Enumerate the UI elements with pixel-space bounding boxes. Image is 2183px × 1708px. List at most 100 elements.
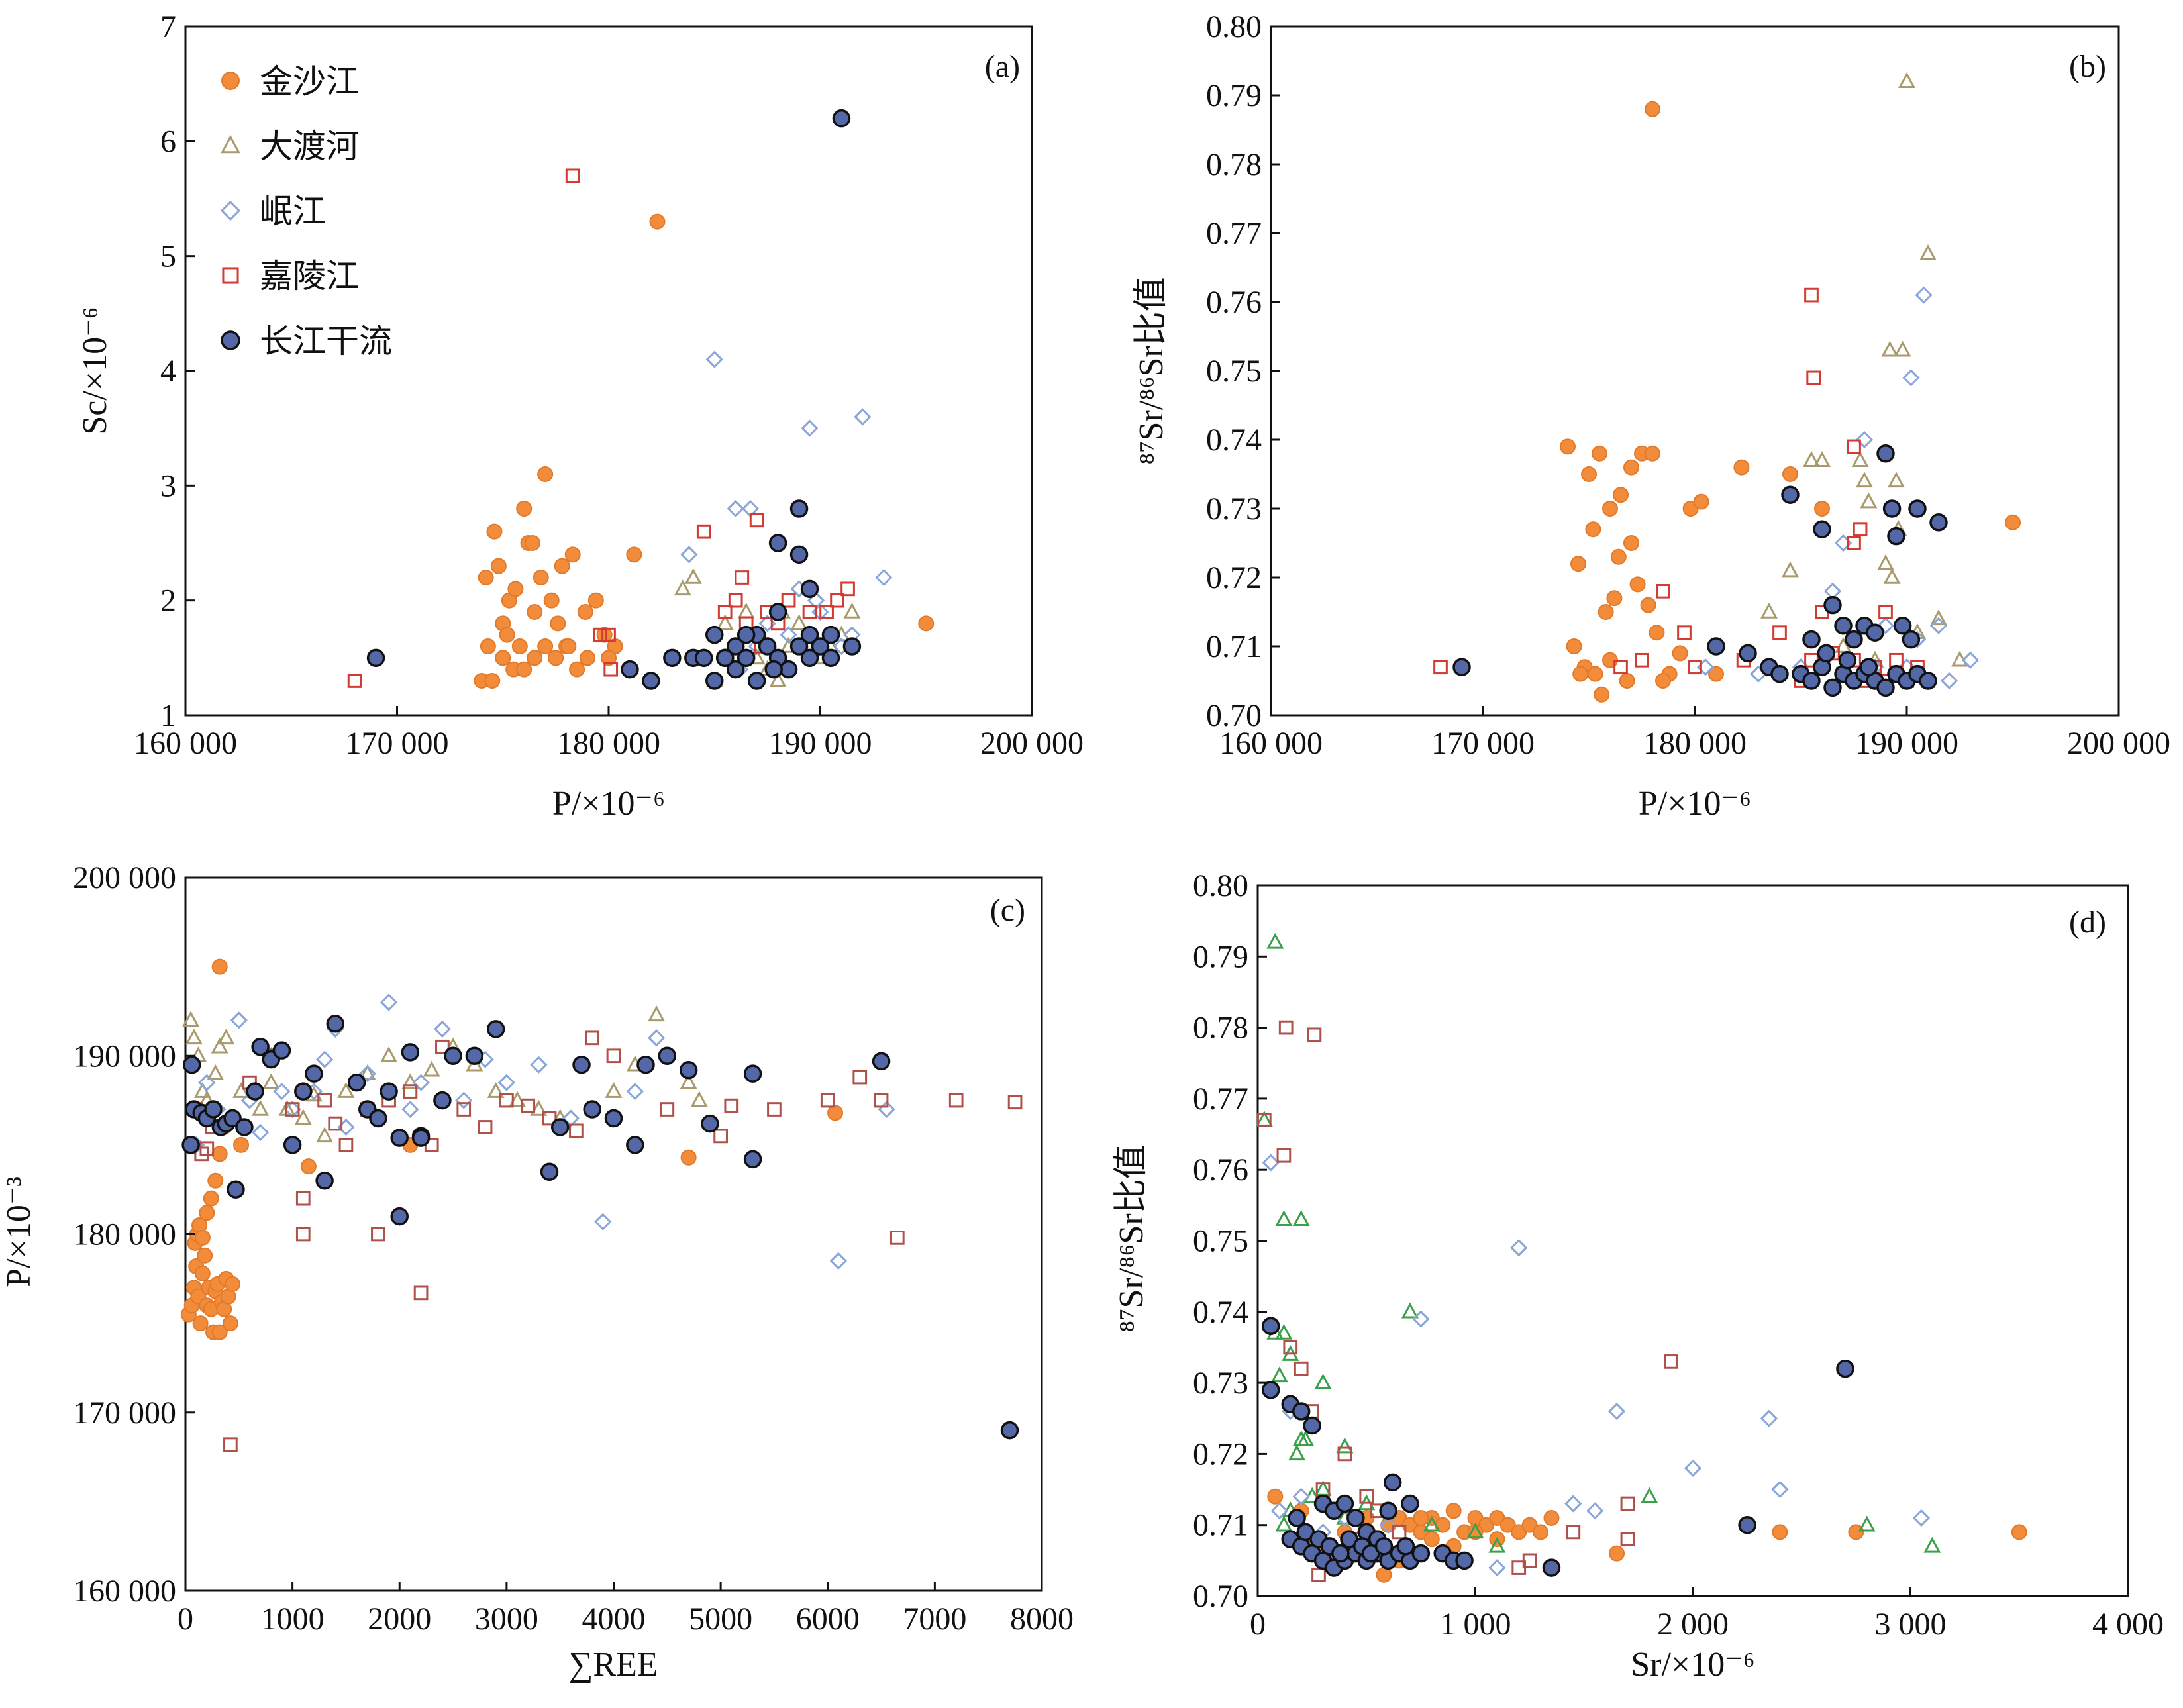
legend-marker xyxy=(222,267,239,284)
data-point xyxy=(530,1099,548,1116)
data-point xyxy=(1511,1560,1527,1575)
data-point xyxy=(1445,1503,1462,1519)
data-point xyxy=(1635,652,1649,668)
data-point xyxy=(1499,1517,1516,1533)
data-point xyxy=(1894,340,1911,357)
data-point xyxy=(185,1029,203,1045)
panel-b: (b) 160 000 170 000 180 000 190 000 200 000 0… xyxy=(1133,9,2170,823)
data-point xyxy=(601,627,616,642)
data-point xyxy=(272,1041,291,1060)
data-point xyxy=(295,1227,311,1242)
data-point xyxy=(802,605,817,619)
data-point xyxy=(1566,638,1582,654)
data-point xyxy=(2005,514,2021,530)
data-point xyxy=(780,626,797,644)
data-point xyxy=(642,672,660,690)
data-point xyxy=(1823,595,1842,615)
data-point xyxy=(749,513,764,528)
data-point xyxy=(1806,370,1821,385)
data-point xyxy=(1411,1544,1431,1563)
data-point xyxy=(872,1052,891,1071)
data-point xyxy=(1423,1515,1441,1532)
data-point xyxy=(854,408,872,426)
data-point xyxy=(1693,493,1709,510)
legend-label: 嘉陵江 xyxy=(260,258,359,295)
x-tick-label: 200 000 xyxy=(980,726,1084,761)
data-point xyxy=(455,1091,473,1109)
data-point xyxy=(769,671,787,687)
x-tick-label: 5000 xyxy=(689,1601,752,1636)
data-point xyxy=(1834,617,1853,635)
data-point xyxy=(444,1046,462,1065)
data-point xyxy=(540,1162,559,1181)
data-point xyxy=(1331,1544,1350,1563)
data-point xyxy=(537,638,554,654)
x-tick-label: 3000 xyxy=(475,1601,538,1636)
data-point xyxy=(680,1149,697,1166)
data-point xyxy=(490,558,507,574)
data-point xyxy=(724,1098,739,1113)
data-point xyxy=(1923,1536,1941,1553)
data-point xyxy=(524,535,540,551)
data-point xyxy=(1379,1501,1397,1520)
data-point xyxy=(821,648,840,668)
panel-a: (a) 160 000 170 000 180 000 190 000 200 0001… xyxy=(76,9,1084,823)
y-tick-label: 190 000 xyxy=(73,1038,176,1074)
data-point xyxy=(743,1150,762,1169)
data-point xyxy=(516,501,533,517)
data-point xyxy=(207,1064,225,1080)
data-point xyxy=(1570,556,1586,572)
y-tick-label: 4 xyxy=(160,354,176,389)
y-tick-label: 5 xyxy=(160,239,176,274)
data-point xyxy=(433,1020,452,1038)
data-point xyxy=(1275,1515,1293,1532)
data-point xyxy=(1851,451,1869,467)
x-tick-label: 3 000 xyxy=(1875,1607,1947,1642)
x-tick-label: 2000 xyxy=(368,1601,431,1636)
data-point xyxy=(1781,485,1800,504)
data-point xyxy=(821,625,840,644)
data-point xyxy=(316,1127,334,1143)
y-tick-label: 0.72 xyxy=(1206,560,1262,595)
data-point xyxy=(2011,1524,2027,1540)
data-point xyxy=(338,1138,354,1152)
panel-c-ylabel: P/×10⁻³ xyxy=(0,1176,38,1287)
data-point xyxy=(230,1011,248,1029)
data-point xyxy=(1602,501,1618,517)
y-tick-label: 7 xyxy=(160,9,176,44)
data-point xyxy=(223,1437,238,1452)
data-point xyxy=(1664,1354,1679,1369)
data-point xyxy=(1902,630,1921,649)
data-point xyxy=(1606,590,1623,607)
y-tick-label: 0.77 xyxy=(1193,1081,1248,1117)
data-point xyxy=(764,660,783,679)
data-point xyxy=(300,1158,317,1175)
y-tick-label: 170 000 xyxy=(73,1395,176,1431)
panel-d-marks xyxy=(1255,932,2027,1583)
data-point xyxy=(1346,1509,1365,1527)
data-point xyxy=(1782,561,1799,578)
data-point xyxy=(1847,536,1861,550)
panel-b-xlabel: P/×10⁻⁶ xyxy=(1639,785,1751,823)
data-point xyxy=(203,1190,219,1207)
data-point xyxy=(832,109,851,128)
data-point xyxy=(1488,1536,1506,1553)
data-point xyxy=(371,1227,385,1242)
data-point xyxy=(560,638,577,654)
panel-d-ylabel: ⁸⁷Sr/⁸⁶Sr比值 xyxy=(1113,1144,1150,1332)
data-point xyxy=(207,1172,224,1189)
data-point xyxy=(487,1081,505,1098)
data-point xyxy=(326,1015,345,1033)
data-point xyxy=(1585,521,1601,538)
x-tick-label: 0 xyxy=(1250,1607,1266,1642)
x-tick-label: 8000 xyxy=(1010,1601,1074,1636)
x-tick-label: 1000 xyxy=(261,1601,325,1636)
panel-d-xlabel: Sr/×10⁻⁶ xyxy=(1631,1646,1755,1683)
data-point xyxy=(413,1285,429,1301)
data-point xyxy=(674,579,691,596)
data-point xyxy=(516,661,533,678)
data-point xyxy=(1379,1516,1397,1534)
x-tick-label: 180 000 xyxy=(557,726,660,761)
data-point xyxy=(736,648,756,668)
y-tick-label: 0.70 xyxy=(1206,698,1262,733)
